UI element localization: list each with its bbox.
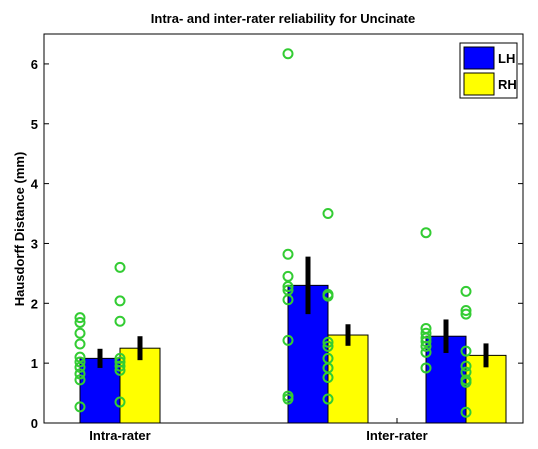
point-rh-1-7: [322, 288, 334, 300]
chart-title: Intra- and inter-rater reliability for U…: [151, 11, 415, 26]
point-lh-1-6: [282, 270, 294, 282]
point-rh-2-4: [460, 360, 472, 372]
point-lh-0-8: [74, 316, 86, 328]
chart-marks: 0 1 2 3 4 5 6 Intra-rater Inter-rater: [31, 48, 523, 443]
bar-rh-1: [327, 334, 369, 424]
legend-label-rh: RH: [498, 77, 517, 92]
point-lh-0-7: [74, 327, 86, 339]
point-lh-0-4: [74, 356, 86, 368]
point-rh-2-5: [460, 345, 472, 357]
point-rh-2-2: [460, 374, 472, 386]
x-tick-label-1: Inter-rater: [366, 428, 427, 443]
point-rh-2-8: [460, 285, 472, 297]
point-rh-1-0: [322, 393, 334, 405]
point-lh-2-5: [420, 327, 432, 339]
point-rh-0-2: [114, 360, 126, 372]
point-lh-2-6: [420, 322, 432, 334]
point-lh-1-1: [282, 390, 294, 402]
legend-swatch-rh: [463, 72, 495, 96]
plot-frame: [43, 33, 524, 424]
y-axis-label: Hausdorff Distance (mm): [12, 152, 27, 307]
point-lh-1-7: [282, 248, 294, 260]
point-lh-0-2: [74, 368, 86, 380]
point-rh-1-5: [322, 336, 334, 348]
point-lh-1-4: [282, 284, 294, 296]
point-rh-1-3: [322, 352, 334, 364]
y-tick-label-2: 2: [31, 296, 38, 311]
legend-label-lh: LH: [498, 51, 515, 66]
point-rh-0-0: [114, 396, 126, 408]
point-lh-2-7: [420, 227, 432, 239]
bar-lh-0: [79, 357, 121, 424]
y-tick-label-0: 0: [31, 416, 38, 431]
point-rh-2-7: [460, 304, 472, 316]
point-rh-2-6: [460, 308, 472, 320]
point-lh-0-3: [74, 361, 86, 373]
y-tick-label-3: 3: [31, 236, 38, 251]
point-lh-1-8: [282, 48, 294, 60]
point-rh-0-3: [114, 356, 126, 368]
point-rh-2-0: [460, 406, 472, 418]
point-rh-2-3: [460, 366, 472, 378]
point-lh-0-1: [74, 374, 86, 386]
point-rh-1-8: [322, 208, 334, 220]
point-lh-2-1: [420, 346, 432, 358]
point-lh-0-9: [74, 312, 86, 324]
point-lh-0-5: [74, 351, 86, 363]
point-rh-0-4: [114, 352, 126, 364]
y-tick-label-6: 6: [31, 57, 38, 72]
y-tick-label-1: 1: [31, 356, 38, 371]
point-rh-0-6: [114, 295, 126, 307]
point-lh-0-0: [74, 401, 86, 413]
point-rh-1-4: [322, 340, 334, 352]
y-tick-label-4: 4: [31, 177, 39, 192]
bar-rh-0: [119, 347, 161, 424]
point-lh-1-2: [282, 334, 294, 346]
x-tick-label-0: Intra-rater: [89, 428, 150, 443]
legend: LH RH: [459, 42, 518, 99]
point-rh-0-5: [114, 315, 126, 327]
y-tick-label-5: 5: [31, 117, 38, 132]
point-lh-2-0: [420, 362, 432, 374]
point-rh-0-7: [114, 261, 126, 273]
point-lh-0-6: [74, 338, 86, 350]
legend-swatch-lh: [463, 46, 495, 70]
point-lh-1-5: [282, 281, 294, 293]
